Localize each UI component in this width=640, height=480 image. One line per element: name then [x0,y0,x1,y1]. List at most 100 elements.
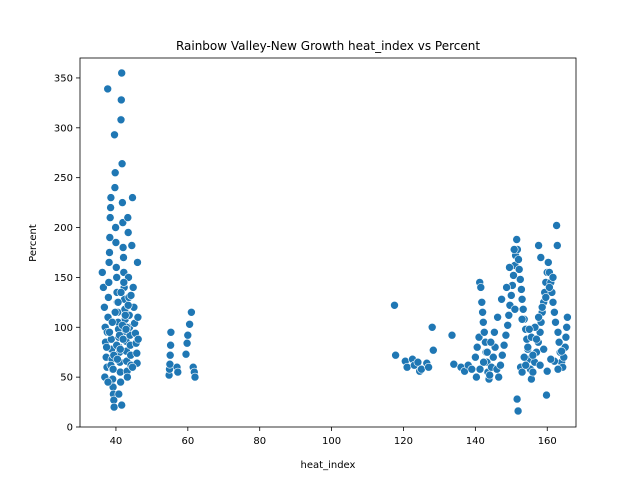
data-point-172 [504,310,514,320]
data-point-260 [532,334,541,344]
data-point-116 [166,340,175,350]
data-point-64 [117,400,126,410]
x-tick-label: 40 [110,436,123,447]
data-point-152 [477,297,487,307]
data-point-245 [534,312,543,322]
data-point-183 [515,275,525,284]
data-point-212 [552,221,561,230]
chart-title: Rainbow Valley-New Growth heat_index vs … [176,39,480,53]
data-point-91 [110,307,120,317]
data-point-234 [490,327,499,337]
data-point-119 [173,367,183,377]
data-point-51 [118,243,128,252]
x-tick-label: 60 [181,436,194,447]
data-point-231 [502,283,511,292]
data-point-12 [104,258,114,267]
data-point-237 [479,357,488,367]
data-point-16 [106,203,115,212]
data-point-246 [537,302,547,312]
plot-frame [79,57,577,428]
data-point-106 [108,364,118,374]
data-point-146 [467,364,477,374]
data-point-88 [102,342,111,352]
x-axis-label: heat_index [301,460,356,471]
data-point-78 [128,283,138,292]
data-point-63 [123,372,132,382]
data-point-261 [524,324,534,334]
x-tick-label: 80 [253,436,266,447]
data-point-147 [471,352,480,362]
data-point-232 [497,294,506,304]
data-point-239 [472,372,481,382]
x-axis: 40 60 80 100 120 140 160 [110,427,557,447]
data-point-134 [413,357,423,367]
data-point-14 [105,233,115,242]
data-point-221 [561,332,571,342]
data-point-209 [548,297,558,307]
data-point-115 [165,350,175,360]
data-point-141 [447,330,457,340]
data-point-236 [482,347,492,357]
data-point-223 [563,312,572,322]
data-point-107 [113,354,122,364]
data-point-128 [390,300,399,310]
y-tick-label: 200 [54,223,73,234]
data-point-49 [118,198,127,207]
data-point-26 [109,402,119,412]
data-point-241 [519,352,529,362]
data-point-184 [517,285,526,294]
data-point-85 [133,258,142,267]
x-tick-label: 140 [466,436,485,447]
data-point-17 [106,193,116,202]
y-axis: 0 50 100 150 200 250 300 350 [54,73,80,434]
data-point-52 [119,253,128,262]
data-point-31 [111,238,121,247]
data-point-124 [187,307,196,317]
y-tick-label: 100 [54,323,73,334]
y-tick-label: 350 [54,73,73,84]
data-point-1 [99,283,108,292]
data-point-111 [128,362,137,372]
data-point-166 [494,372,504,382]
data-point-257 [553,364,563,374]
data-point-263 [510,304,520,314]
x-tick-label: 160 [538,436,557,447]
data-point-213 [552,241,562,250]
data-point-250 [517,367,527,377]
data-point-121 [182,338,192,348]
data-point-258 [546,354,556,364]
data-point-32 [112,263,121,272]
data-point-139 [427,322,437,332]
data-point-48 [117,159,127,168]
data-point-155 [479,327,489,337]
data-point-89 [105,327,114,337]
data-point-10 [104,293,113,302]
data-point-8 [103,84,112,94]
data-point-0 [98,268,107,277]
data-point-44 [116,377,125,387]
data-point-102 [123,300,133,310]
data-point-229 [509,245,519,254]
data-point-153 [478,307,487,317]
data-point-103 [126,291,136,300]
data-point-151 [476,283,486,292]
x-tick-label: 120 [394,436,413,447]
x-tick-label: 100 [322,436,341,447]
data-point-230 [505,263,514,272]
data-point-105 [103,377,113,387]
data-point-185 [517,294,527,304]
data-point-224 [512,394,522,404]
data-point-13 [105,248,114,257]
data-point-83 [132,348,142,358]
data-points [98,68,572,416]
data-point-174 [506,291,516,300]
data-point-131 [402,362,412,372]
data-point-238 [475,364,485,374]
data-point-226 [534,241,543,250]
data-point-163 [488,352,498,362]
data-point-87 [133,334,143,344]
data-point-101 [121,310,130,320]
data-point-138 [424,362,433,372]
data-point-142 [449,359,459,369]
data-point-140 [428,345,438,355]
